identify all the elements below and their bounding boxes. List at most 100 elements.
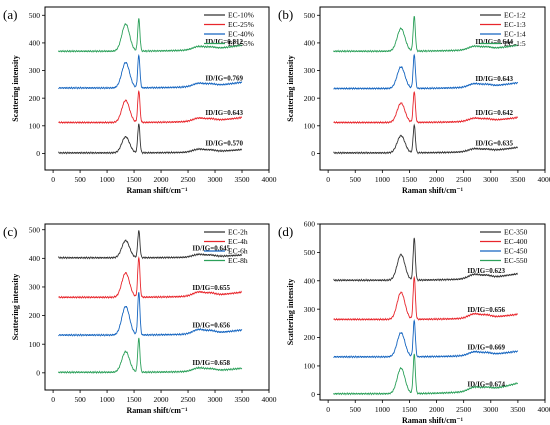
legend-label: EC-550 (504, 256, 528, 265)
x-tick-label: 0 (51, 395, 55, 404)
x-tick-label: 2500 (181, 395, 196, 404)
panel-3: ID/IG=0.645 ID/IG=0.655 ID/IG=0.656 ID/IG=0… (3, 223, 277, 415)
ratio-label: ID/IG=0.643 (475, 75, 513, 83)
x-tick-label: 4000 (262, 395, 277, 404)
series-line-EC-40% (58, 53, 243, 90)
plot-frame (319, 223, 546, 401)
x-tick-label: 3500 (235, 175, 250, 184)
x-tick-label: 3500 (510, 175, 525, 184)
series-line-EC-55% (58, 18, 243, 53)
y-tick-label: 200 (304, 94, 316, 103)
legend-label: EC-25% (228, 20, 254, 29)
series-line-EC-2h (58, 230, 243, 260)
x-tick-label: 1500 (402, 405, 417, 414)
ratio-label: ID/IG=0.570 (205, 139, 243, 147)
x-tick-label: 500 (350, 175, 362, 184)
y-axis-label: Scattering intensity (286, 55, 295, 121)
x-tick-label: 2000 (429, 405, 444, 414)
plot-frame (44, 223, 270, 391)
ratio-label: ID/IG=0.769 (205, 75, 243, 83)
series-line-EC-6h (58, 292, 243, 337)
x-tick-label: 1000 (375, 175, 390, 184)
x-axis-label: Raman shift/cm⁻¹ (402, 186, 464, 195)
y-tick-label: 100 (304, 362, 316, 371)
series-line-EC-550 (333, 353, 519, 396)
y-tick-label: 0 (311, 149, 315, 158)
x-tick-label: 2000 (154, 175, 169, 184)
x-tick-label: 500 (74, 175, 86, 184)
legend-label: EC-10% (228, 11, 254, 20)
x-tick-label: 4000 (262, 175, 277, 184)
x-tick-label: 3000 (208, 175, 223, 184)
y-tick-label: 600 (304, 220, 316, 229)
x-tick-label: 3000 (208, 395, 223, 404)
series-line-EC-1:2 (333, 123, 518, 155)
ratio-label: ID/IG=0.635 (475, 139, 513, 147)
series-line-EC-400 (333, 275, 518, 322)
panel-label: (d) (278, 224, 293, 239)
x-tick-label: 2500 (181, 175, 196, 184)
legend-label: EC-1:3 (504, 20, 526, 29)
series-line-EC-450 (333, 319, 519, 359)
legend-label: EC-8h (228, 256, 248, 265)
x-tick-label: 3500 (235, 395, 250, 404)
y-tick-label: 100 (304, 121, 316, 130)
y-tick-label: 500 (304, 248, 316, 257)
y-tick-label: 200 (29, 94, 41, 103)
x-tick-label: 1500 (402, 175, 417, 184)
ratio-label: ID/IG=0.644 (475, 38, 513, 46)
y-tick-label: 500 (304, 11, 316, 20)
legend-label: EC-450 (504, 247, 528, 256)
series-line-EC-1:3 (333, 90, 518, 125)
legend-label: EC-1:4 (504, 30, 526, 39)
y-tick-label: 300 (29, 283, 41, 292)
y-axis-label: Scattering intensity (11, 274, 20, 340)
ratio-label: ID/IG=0.656 (467, 306, 505, 314)
y-tick-label: 400 (29, 254, 41, 263)
x-tick-label: 2500 (456, 175, 471, 184)
x-tick-label: 1500 (127, 175, 142, 184)
legend-label: EC-6h (228, 247, 248, 256)
y-tick-label: 100 (29, 340, 41, 349)
panel-4: ID/IG=0.623 ID/IG=0.656 ID/IG=0.669 ID/IG=0… (278, 220, 550, 425)
x-tick-label: 1000 (100, 395, 115, 404)
x-tick-label: 2500 (456, 405, 471, 414)
x-tick-label: 0 (326, 175, 330, 184)
series-line-EC-4h (58, 256, 242, 300)
panel-label: (c) (3, 224, 17, 239)
y-tick-label: 300 (29, 66, 41, 75)
x-tick-label: 3000 (483, 175, 498, 184)
series-line-EC-8h (58, 337, 243, 375)
ratio-label: ID/IG=0.656 (192, 322, 230, 330)
plot-frame (44, 6, 270, 171)
ratio-label: ID/IG=0.655 (192, 284, 230, 292)
x-tick-label: 4000 (538, 405, 550, 414)
y-tick-label: 100 (29, 121, 41, 130)
x-tick-label: 500 (74, 395, 86, 404)
ratio-label: ID/IG=0.658 (192, 359, 230, 367)
legend-label: EC-400 (504, 237, 528, 246)
y-tick-label: 500 (29, 11, 41, 20)
panel-1: ID/IG=0.570 ID/IG=0.643 ID/IG=0.769 ID/IG=0… (3, 6, 277, 195)
ratio-label: ID/IG=0.643 (205, 109, 243, 117)
x-axis-label: Raman shift/cm⁻¹ (402, 416, 464, 425)
ratio-label: ID/IG=0.674 (467, 380, 505, 388)
x-tick-label: 3500 (510, 405, 525, 414)
x-axis-label: Raman shift/cm⁻¹ (126, 406, 188, 415)
legend-label: EC-2h (228, 228, 248, 237)
y-axis-label: Scattering intensity (286, 279, 295, 345)
x-axis-label: Raman shift/cm⁻¹ (126, 186, 188, 195)
x-tick-label: 0 (51, 175, 55, 184)
panel-2: ID/IG=0.635 ID/IG=0.642 ID/IG=0.643 ID/IG=0… (278, 6, 550, 195)
plot-frame (319, 6, 546, 171)
x-tick-label: 1000 (100, 175, 115, 184)
legend-label: EC-4h (228, 237, 248, 246)
y-tick-label: 400 (304, 39, 316, 48)
x-tick-label: 0 (326, 405, 330, 414)
y-tick-label: 400 (29, 39, 41, 48)
legend-label: EC-55% (228, 39, 254, 48)
y-tick-label: 200 (304, 333, 316, 342)
legend-label: EC-1:5 (504, 39, 526, 48)
x-tick-label: 2000 (429, 175, 444, 184)
